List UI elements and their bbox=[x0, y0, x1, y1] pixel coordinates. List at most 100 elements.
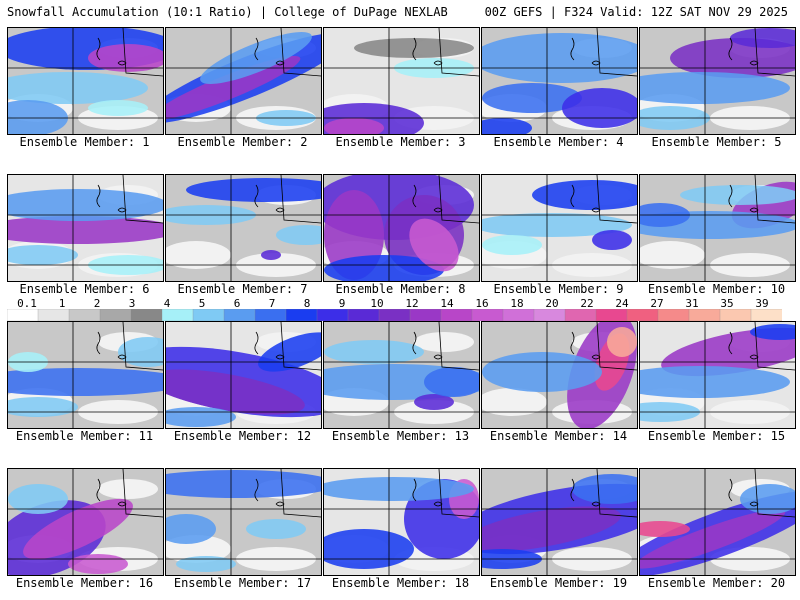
state-border bbox=[122, 322, 163, 371]
snowfall-contour bbox=[8, 189, 163, 221]
ensemble-member-map bbox=[7, 27, 164, 135]
snowfall-contour bbox=[88, 44, 163, 72]
snowfall-contour bbox=[592, 230, 632, 250]
colorbar-tick-label: 20 bbox=[545, 297, 559, 310]
state-border bbox=[754, 322, 795, 371]
snowfall-field bbox=[324, 175, 479, 281]
snowfall-contour bbox=[68, 554, 128, 574]
snowfall-contour bbox=[166, 369, 305, 415]
colorbar-swatch bbox=[99, 309, 132, 321]
colorbar-swatch bbox=[378, 309, 411, 321]
snowfall-contour bbox=[680, 185, 795, 205]
ensemble-member-map bbox=[165, 27, 322, 135]
lake-outline bbox=[728, 331, 759, 360]
snowfall-contour bbox=[482, 33, 637, 83]
ensemble-member-label: Ensemble Member: 11 bbox=[15, 429, 154, 443]
ensemble-member-map bbox=[323, 321, 480, 429]
snowfall-field bbox=[482, 469, 637, 575]
colorbar-tick-label: 27 bbox=[650, 297, 664, 310]
snowfall-contour bbox=[640, 509, 786, 569]
colorbar-tick-label: 7 bbox=[268, 297, 276, 310]
colorbar-swatch bbox=[254, 309, 287, 321]
snowfall-contour bbox=[324, 255, 444, 281]
snowfall-field bbox=[640, 175, 795, 281]
snowfall-contour bbox=[166, 470, 321, 498]
colorbar-swatch bbox=[285, 309, 318, 321]
lake-outline bbox=[728, 478, 759, 507]
lake-outline bbox=[570, 37, 601, 66]
snowfall-contour bbox=[532, 180, 637, 210]
state-border bbox=[438, 28, 479, 77]
state-border bbox=[596, 469, 637, 518]
ensemble-member-label: Ensemble Member: 17 bbox=[173, 576, 312, 590]
state-border bbox=[122, 28, 163, 77]
snowfall-field bbox=[482, 175, 637, 281]
snowfall-field bbox=[640, 469, 795, 575]
map-title: Snowfall Accumulation (10:1 Ratio) | Col… bbox=[7, 5, 448, 19]
ensemble-member-label: Ensemble Member: 4 bbox=[493, 135, 624, 149]
colorbar-swatch bbox=[316, 309, 349, 321]
snowfall-contour bbox=[640, 366, 790, 398]
ensemble-member-map bbox=[165, 468, 322, 576]
colorbar-swatch bbox=[502, 309, 535, 321]
colorbar-swatch bbox=[657, 309, 690, 321]
colorbar-tick-label: 12 bbox=[405, 297, 419, 310]
colorbar-tick-label: 3 bbox=[128, 297, 136, 310]
ensemble-member-label: Ensemble Member: 8 bbox=[335, 282, 466, 296]
snowfall-contour bbox=[740, 484, 795, 514]
snowfall-field bbox=[166, 469, 321, 575]
snowfall-contour bbox=[8, 216, 163, 244]
colorbar-tick-label: 10 bbox=[370, 297, 384, 310]
colorbar-tick-label: 18 bbox=[510, 297, 524, 310]
snowfall-field bbox=[482, 28, 637, 134]
snowfall-contour bbox=[640, 521, 690, 537]
snowfall-field bbox=[166, 28, 321, 134]
snowfall-contour bbox=[730, 28, 795, 48]
colorbar-swatch bbox=[719, 309, 752, 321]
snowfall-contour bbox=[607, 327, 637, 357]
ensemble-member-map bbox=[323, 174, 480, 282]
ensemble-member-label: Ensemble Member: 19 bbox=[489, 576, 628, 590]
snowfall-field bbox=[324, 322, 479, 428]
ensemble-member-label: Ensemble Member: 6 bbox=[19, 282, 150, 296]
snowfall-field bbox=[324, 469, 479, 575]
snowfall-field bbox=[166, 322, 321, 428]
snowfall-contour bbox=[166, 514, 216, 544]
state-border bbox=[754, 175, 795, 224]
state-border bbox=[754, 28, 795, 77]
snowfall-contour bbox=[186, 178, 321, 202]
snowfall-contour bbox=[324, 118, 384, 134]
snowfall-contour bbox=[424, 367, 479, 397]
colorbar-tick-label: 4 bbox=[163, 297, 171, 310]
snowfall-contour bbox=[276, 225, 321, 245]
snowfall-contour bbox=[176, 556, 236, 572]
ensemble-member-label: Ensemble Member: 2 bbox=[177, 135, 308, 149]
snowfall-contour bbox=[118, 337, 163, 367]
ensemble-member-label: Ensemble Member: 13 bbox=[331, 429, 470, 443]
colorbar-swatch bbox=[223, 309, 256, 321]
state-border bbox=[438, 175, 479, 224]
state-border bbox=[596, 322, 637, 371]
lake-outline bbox=[254, 478, 285, 507]
state-border bbox=[280, 28, 321, 77]
state-border bbox=[754, 469, 795, 518]
ensemble-member-label: Ensemble Member: 12 bbox=[173, 429, 312, 443]
colorbar-swatch bbox=[471, 309, 504, 321]
ensemble-member-label: Ensemble Member: 16 bbox=[15, 576, 154, 590]
colorbar-swatch bbox=[688, 309, 721, 321]
snowfall-field bbox=[8, 28, 163, 134]
snowfall-contour bbox=[324, 477, 474, 501]
colorbar-tick-label: 35 bbox=[720, 297, 734, 310]
state-border bbox=[596, 28, 637, 77]
colorbar-swatch bbox=[37, 309, 70, 321]
colorbar-tick-label: 8 bbox=[303, 297, 311, 310]
ensemble-member-map bbox=[323, 27, 480, 135]
ensemble-member-map bbox=[639, 468, 796, 576]
colorbar-swatch bbox=[192, 309, 225, 321]
ensemble-member-label: Ensemble Member: 15 bbox=[647, 429, 786, 443]
state-border bbox=[122, 175, 163, 224]
colorbar-tick-label: 0.1 bbox=[17, 297, 37, 310]
ensemble-member-label: Ensemble Member: 3 bbox=[335, 135, 466, 149]
snowfall-contour bbox=[23, 498, 133, 560]
ensemble-member-map bbox=[7, 468, 164, 576]
